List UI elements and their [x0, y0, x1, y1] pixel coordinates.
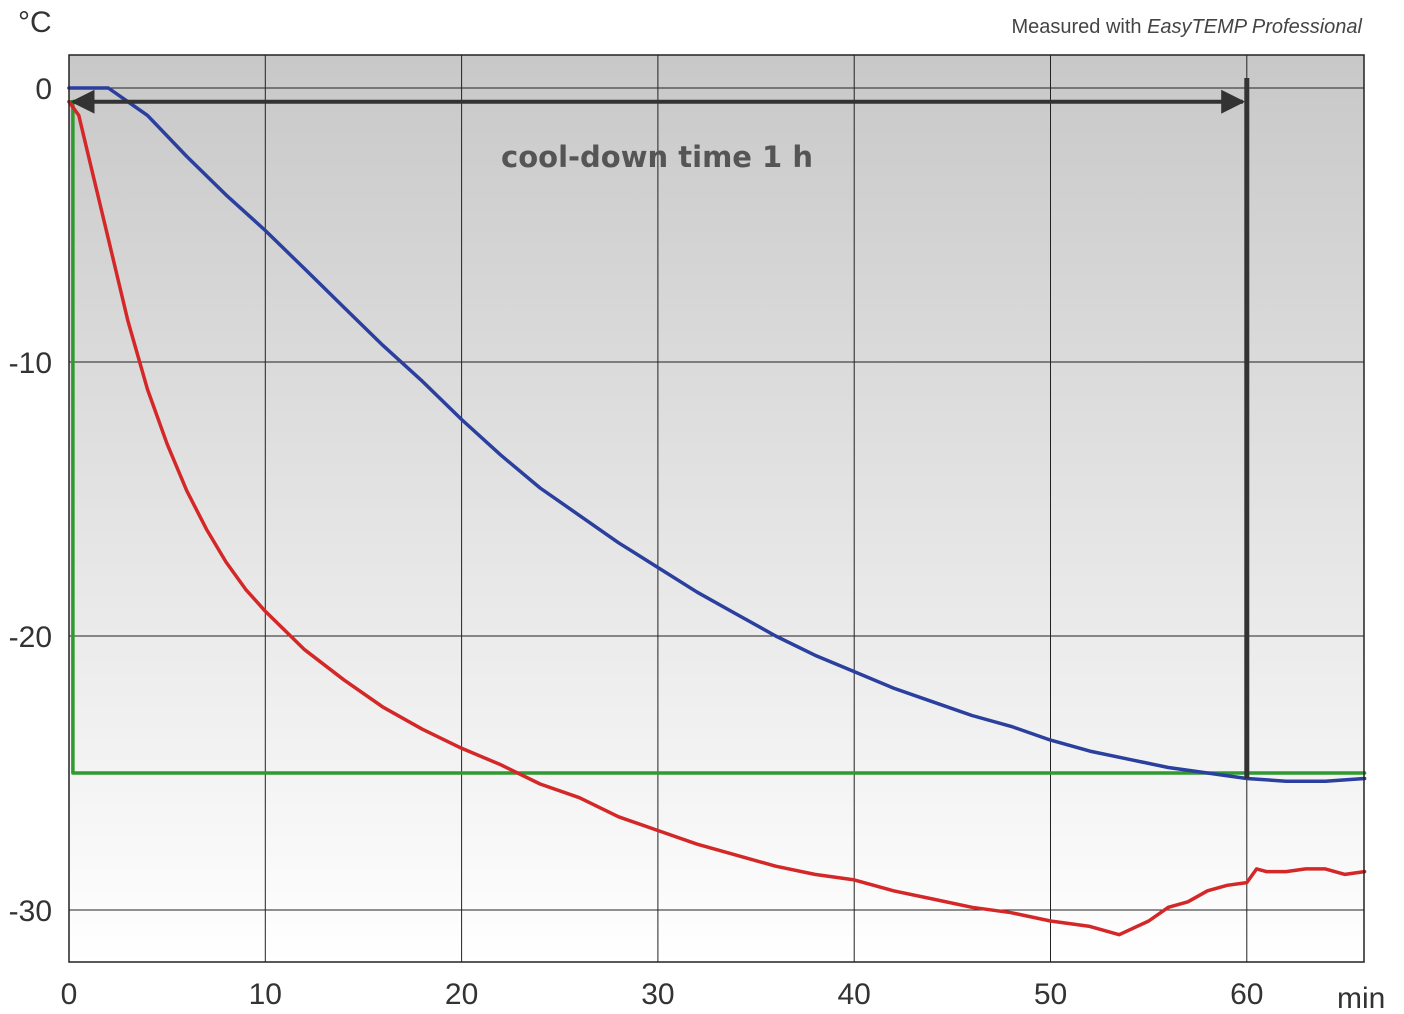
- annotation-layer: [70, 78, 1250, 779]
- x-tick-label: 0: [61, 978, 78, 1011]
- series-line-0: [67, 86, 1367, 783]
- plot-background: [69, 55, 1364, 962]
- series-line-1: [67, 99, 1367, 937]
- tick-labels: 0 10 20 30 40 50 60 0 -10 -20 -30: [9, 73, 1264, 1011]
- plot-frame: [68, 54, 1365, 963]
- credit-prefix: Measured with: [1011, 16, 1147, 38]
- y-tick-label: -30: [9, 895, 52, 928]
- x-tick-label: 10: [249, 978, 282, 1011]
- x-tick-label: 20: [445, 978, 478, 1011]
- cooldown-annotation-text: cool-down time 1 h: [501, 140, 813, 174]
- x-tick-label: 60: [1230, 978, 1263, 1011]
- y-tick-label: 0: [35, 73, 52, 106]
- x-tick-label: 30: [641, 978, 674, 1011]
- x-tick-label: 50: [1034, 978, 1067, 1011]
- measurement-credit: Measured with EasyTEMP Professional: [1011, 16, 1362, 38]
- y-tick-label: -10: [9, 347, 52, 380]
- y-tick-label: -20: [9, 621, 52, 654]
- x-unit-label: min: [1337, 982, 1385, 1014]
- y-unit-label: °C: [18, 6, 52, 39]
- credit-product: EasyTEMP Professional: [1147, 16, 1362, 38]
- x-tick-label: 40: [838, 978, 871, 1011]
